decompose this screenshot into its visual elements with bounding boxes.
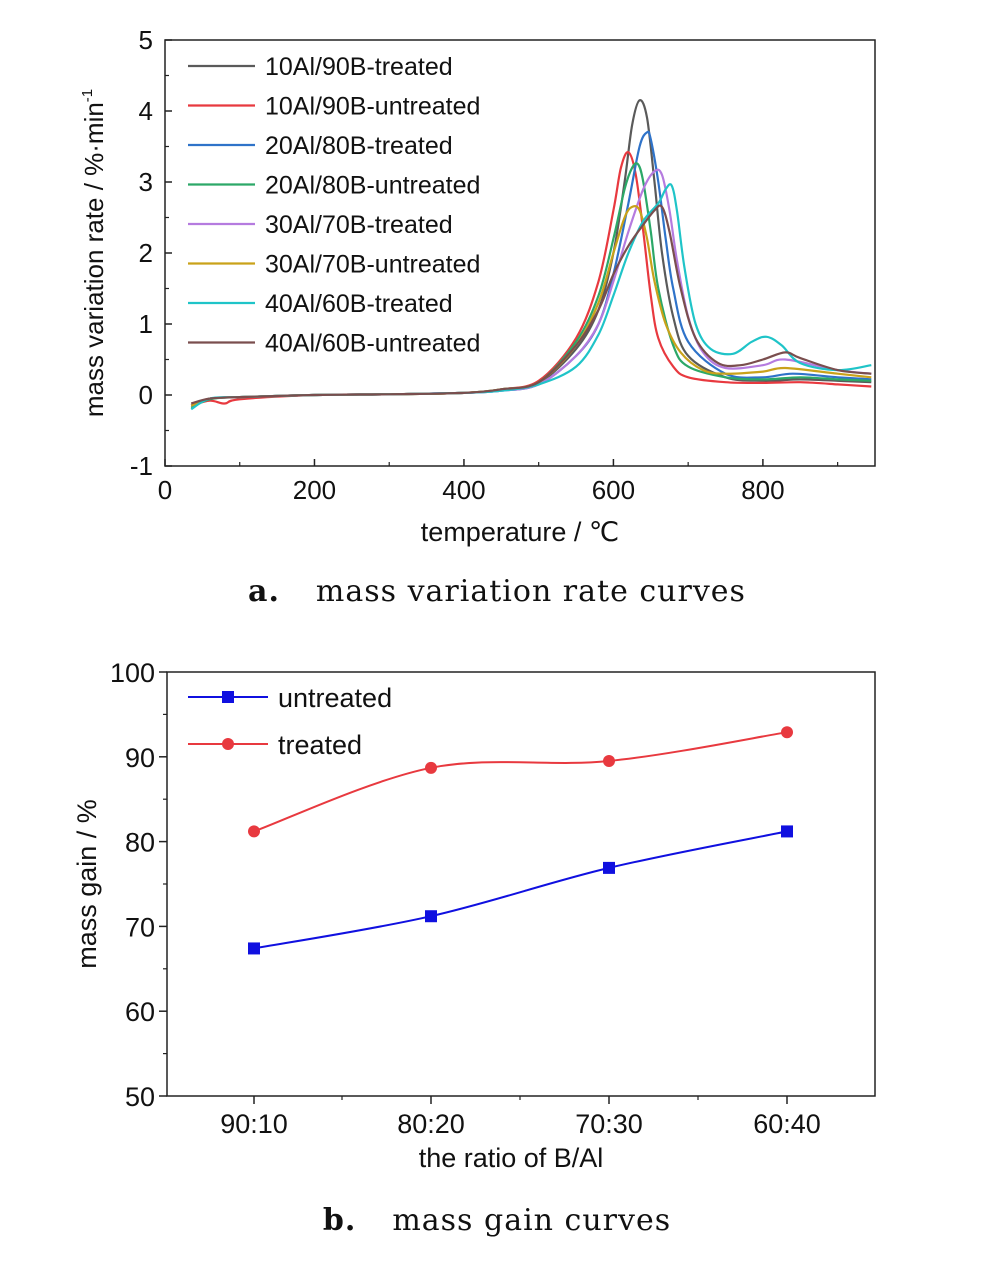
legend-label-5: 30Al/70B-treated (265, 211, 453, 239)
y-tick-label: 1 (139, 309, 153, 339)
legend-label-2: 10Al/90B-untreated (265, 93, 480, 121)
marker-untreated-3 (603, 861, 615, 874)
caption-b-label: b. (322, 1203, 357, 1238)
marker-treated-3 (603, 755, 615, 768)
legend-label-untreated: untreated (278, 683, 392, 713)
y-axis-label-superscript: -1 (79, 89, 96, 102)
marker-treated-2 (425, 761, 437, 774)
legend-label-treated: treated (278, 730, 362, 760)
legend-marker-treated (222, 738, 234, 750)
y-tick-label: 70 (125, 912, 155, 942)
x-tick-label: 800 (741, 475, 784, 505)
marker-untreated-4 (781, 825, 793, 838)
x-axis-label: the ratio of B/Al (419, 1143, 604, 1173)
legend-label-7: 40Al/60B-treated (265, 290, 453, 318)
marker-untreated-2 (425, 910, 437, 923)
caption-b: b. mass gain curves (0, 1203, 994, 1238)
series-line-untreated (253, 830, 788, 950)
y-tick-label: 90 (125, 743, 155, 773)
legend-label-3: 20Al/80B-treated (265, 132, 453, 160)
y-tick-label: 4 (139, 96, 153, 126)
legend-label-6: 30Al/70B-untreated (265, 251, 480, 279)
y-tick-label: 60 (125, 997, 155, 1027)
caption-a: a. mass variation rate curves (0, 574, 994, 609)
y-tick-label: 3 (139, 167, 153, 197)
caption-b-text: mass gain curves (392, 1203, 672, 1238)
y-tick-label: 0 (139, 380, 153, 410)
legend-label-1: 10Al/90B-treated (265, 53, 453, 81)
x-axis-label: temperature / ℃ (421, 517, 619, 547)
x-tick-label: 400 (442, 475, 485, 505)
y-tick-label: -1 (130, 451, 153, 481)
marker-treated-4 (781, 726, 793, 739)
series-line-treated (253, 731, 788, 833)
y-axis-label: mass variation rate / %·min-1 (79, 89, 109, 417)
y-tick-label: 5 (139, 25, 153, 55)
marker-untreated-1 (248, 942, 260, 955)
y-tick-label: 2 (139, 238, 153, 268)
chart-a-series-group (190, 99, 872, 411)
legend-marker-untreated (222, 691, 234, 703)
legend-label-8: 40Al/60B-untreated (265, 330, 480, 358)
x-tick-label: 90:10 (220, 1109, 288, 1139)
x-tick-label: 60:40 (753, 1109, 821, 1139)
y-tick-label: 80 (125, 828, 155, 858)
chart-b: 50 60 70 80 90 100 90:10 80:20 70:30 60:40 the rat… (72, 658, 876, 1173)
y-tick-label: 100 (110, 658, 155, 688)
caption-a-text: mass variation rate curves (315, 574, 746, 609)
marker-treated-1 (248, 825, 260, 838)
x-tick-label: 70:30 (575, 1109, 643, 1139)
y-axis-label: mass gain / % (72, 799, 102, 969)
legend-label-4: 20Al/80B-untreated (265, 172, 480, 200)
x-tick-label: 600 (592, 475, 635, 505)
x-tick-label: 80:20 (397, 1109, 465, 1139)
y-tick-label: 50 (125, 1082, 155, 1112)
series-line-8 (190, 204, 872, 405)
y-axis-label-main: mass variation rate / %·min (79, 102, 109, 417)
x-tick-label: 200 (293, 475, 336, 505)
caption-a-label: a. (248, 574, 280, 609)
x-tick-label: 0 (158, 475, 172, 505)
